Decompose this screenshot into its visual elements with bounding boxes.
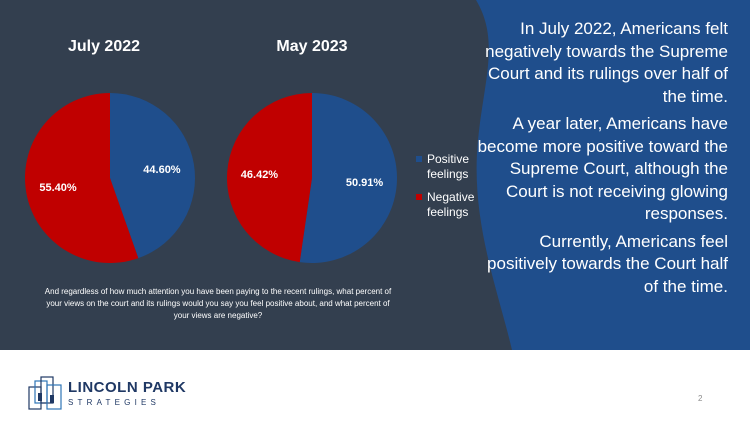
legend-swatch-positive [416,156,422,162]
survey-question: And regardless of how much attention you… [44,287,392,320]
data-label-positive: 44.60% [143,164,181,176]
chart-legend: Positive feelings Negative feelings [416,152,497,228]
legend-label-positive: Positive feelings [427,152,470,181]
pie-chart-july-2022: 44.60% 55.40% [24,93,195,263]
slide: July 2022 May 2023 44.60% 55.40% 50.91% 46… [0,0,750,350]
legend-item-positive: Positive feelings [416,152,497,182]
pie-slice-positive [299,93,398,263]
pie-chart-may-2023: 50.91% 46.42% [227,93,398,263]
legend-swatch-negative [416,194,422,200]
data-label-positive: 50.91% [346,177,384,189]
chart-title-july-2022: July 2022 [67,38,141,55]
data-label-negative: 55.40% [39,182,77,194]
legend-label-negative: Negative feelings [427,190,475,219]
pie-slice-negative [227,93,312,263]
data-label-negative: 46.42% [241,169,279,181]
footer: LINCOLN PARK STRATEGIES 2 [0,350,750,422]
background-accent-shape [476,0,750,350]
page-number: 2 [698,394,703,403]
narrative-text: In July 2022, Americans felt negatively … [470,18,728,303]
chart-title-may-2023: May 2023 [276,38,348,55]
legend-item-negative: Negative feelings [416,190,497,220]
lincoln-park-logo-icon [28,376,62,410]
pie-slice-positive [110,93,195,259]
narrative-paragraph-1: In July 2022, Americans felt negatively … [485,19,728,106]
pie-slice-negative [24,93,139,263]
brand-tagline: STRATEGIES [68,398,161,407]
narrative-paragraph-3: Currently, Americans feel positively tow… [487,231,728,296]
narrative-paragraph-2: A year later, Americans have become more… [477,114,728,223]
brand-name: LINCOLN PARK [68,379,187,396]
